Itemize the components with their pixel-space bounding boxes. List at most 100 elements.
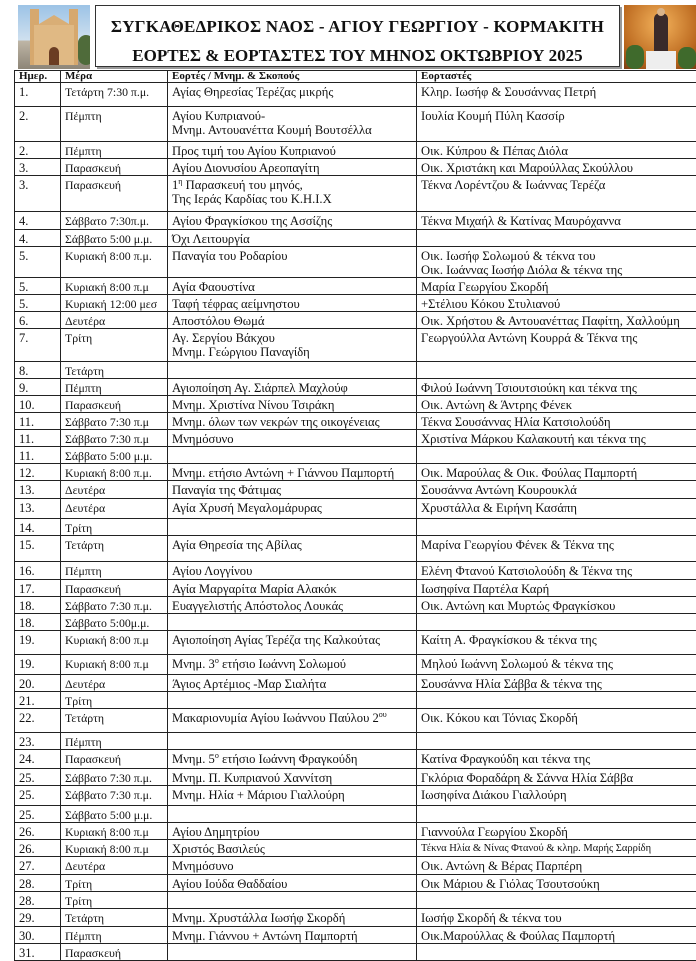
feast-cell: Αγία Φαουστίνα: [168, 278, 417, 295]
celebrants-cell: Τέκνα Ηλία & Νίνας Φτανού & κληρ. Μαρής …: [417, 840, 696, 857]
celebrants-cell: Σουσάννα Αντώνη Κουρουκλά: [417, 481, 696, 499]
feast-line: Αγ. Σεργίου Βάκχου: [172, 331, 412, 345]
day-cell: 16.: [15, 562, 61, 580]
weekday-cell: Πέμπτη: [61, 562, 168, 580]
feast-line: Παναγία της Φάτιμας: [172, 483, 412, 497]
day-cell: 19.: [15, 631, 61, 655]
celebrants-cell: Ιωσήφ Σκορδή & τέκνα του: [417, 909, 696, 927]
feast-line: Μνημ. Π. Κυπριανού Χαννίτση: [172, 771, 412, 785]
celebrants-cell: [417, 944, 696, 961]
table-row: 28.Τρίτη: [15, 892, 696, 909]
celebrants-line: Οικ. Αντώνη και Μυρτώς Φραγκίσκου: [421, 599, 692, 613]
feasts-table: Ημερ. Μέρα Εορτές / Μνημ. & Σκοπούς Εορτ…: [14, 70, 696, 961]
day-cell: 26.: [15, 840, 61, 857]
celebrants-cell: Οικ. Μαρούλας & Οικ. Φούλας Παμπορτή: [417, 464, 696, 481]
feast-line: Μνημ. Ηλία + Μάριου Γιαλλούρη: [172, 788, 412, 802]
celebrants-cell: Ιωσηφίνα Διάκου Γιαλλούρη: [417, 786, 696, 806]
table-row: 5.Κυριακή 8:00 π.μ Αγία Φαουστίνα Μαρία Γ…: [15, 278, 696, 295]
feast-cell: Αγίας Θηρεσίας Τερέζας μικρής: [168, 83, 417, 107]
feast-line: Αγία Θηρεσία της Αβίλας: [172, 538, 412, 552]
day-cell: 23.: [15, 733, 61, 750]
weekday-cell: Σάββατο 7:30 π.μ: [61, 413, 168, 430]
feast-line: Αγία Χρυσή Μεγαλομάρυρας: [172, 501, 412, 515]
feast-cell: Προς τιμή του Αγίου Κυπριανού: [168, 142, 417, 159]
day-cell: 13.: [15, 481, 61, 499]
celebrants-line: +Στέλιου Κόκου Στυλιανού: [421, 297, 692, 311]
feast-line: Προς τιμή του Αγίου Κυπριανού: [172, 144, 412, 158]
celebrants-line: Τέκνα Λορέντζου & Ιωάννας Τερέζα: [421, 178, 692, 192]
weekday-cell: Τρίτη: [61, 875, 168, 892]
celebrants-cell: Οικ. Κύπρου & Πέπας Διόλα: [417, 142, 696, 159]
weekday-cell: Σάββατο 7:30 π.μ: [61, 430, 168, 447]
day-cell: 13.: [15, 499, 61, 519]
celebrants-line: Οικ. Χρήστου & Αντουανέττας Παφίτη, Χαλλ…: [421, 314, 692, 328]
weekday-cell: Τρίτη: [61, 892, 168, 909]
feast-line: Της Ιεράς Καρδίας του Κ.Η.Ι.Χ: [172, 192, 412, 206]
celebrants-line: Ιουλία Κουμή Πύλη Κασσίρ: [421, 109, 692, 123]
feast-cell: Μνημ. Γιάννου + Αντώνη Παμπορτή: [168, 927, 417, 944]
feast-cell: Μνημ. ετήσιο Αντώνη + Γιάννου Παμπορτή: [168, 464, 417, 481]
table-row: 25.Σάββατο 7:30 π.μ.Μνημ. Π. Κυπριανού Χ…: [15, 769, 696, 786]
feast-cell: [168, 692, 417, 709]
column-header-feasts: Εορτές / Μνημ. & Σκοπούς: [168, 71, 417, 83]
celebrants-cell: [417, 692, 696, 709]
day-cell: 15.: [15, 536, 61, 562]
celebrants-line: Καίτη Α. Φραγκίσκου & τέκνα της: [421, 633, 692, 647]
weekday-cell: Παρασκευή: [61, 750, 168, 769]
weekday-cell: Σάββατο 7:30 π.μ.: [61, 786, 168, 806]
celebrants-line: Χριστίνα Μάρκου Καλακουτή και τέκνα της: [421, 432, 692, 446]
feast-cell: Μνημ. Π. Κυπριανού Χαννίτση: [168, 769, 417, 786]
church-photo: [18, 5, 90, 69]
feast-cell: Άγιος Αρτέμιος -Μαρ Σιαλήτα: [168, 675, 417, 692]
celebrants-cell: Γκλόρια Φοραδάρη & Σάννα Ηλία Σάββα: [417, 769, 696, 786]
weekday-cell: Κυριακή 8:00 π.μ.: [61, 464, 168, 481]
feast-cell: Αγία Θηρεσία της Αβίλας: [168, 536, 417, 562]
feast-cell: Ταφή τέφρας αείμνηστου: [168, 295, 417, 312]
feast-cell: Αγία Μαργαρίτα Μαρία Αλακόκ: [168, 580, 417, 597]
weekday-cell: Κυριακή 8:00 π.μ: [61, 278, 168, 295]
celebrants-line: Οικ.Μαρούλλας & Φούλας Παμπορτή: [421, 929, 692, 943]
weekday-cell: Τετάρτη 7:30 π.μ.: [61, 83, 168, 107]
day-cell: 2.: [15, 142, 61, 159]
feast-line: Αγίας Θηρεσίας Τερέζας μικρής: [172, 85, 412, 99]
weekday-cell: Κυριακή 8:00 π.μ: [61, 631, 168, 655]
celebrants-line: Οικ. Μαρούλας & Οικ. Φούλας Παμπορτή: [421, 466, 692, 480]
feast-line: Μνημ. 3ο ετήσιο Ιωάννη Σολωμού: [172, 657, 412, 671]
feast-text: Παρασκευή του μηνός,: [182, 178, 302, 192]
weekday-cell: Τετάρτη: [61, 909, 168, 927]
day-cell: 9.: [15, 379, 61, 396]
celebrants-cell: Γιαννούλα Γεωργίου Σκορδή: [417, 823, 696, 840]
day-cell: 22.: [15, 709, 61, 733]
weekday-cell: Τρίτη: [61, 329, 168, 362]
table-header-row: Ημερ. Μέρα Εορτές / Μνημ. & Σκοπούς Εορτ…: [15, 71, 696, 83]
weekday-cell: Δευτέρα: [61, 857, 168, 875]
celebrants-cell: Ελένη Φτανού Κατσιολούδη & Τέκνα της: [417, 562, 696, 580]
feast-line: Μνημόσυνο: [172, 432, 412, 446]
table-row: 23.Πέμπτη: [15, 733, 696, 750]
day-cell: 5.: [15, 278, 61, 295]
day-cell: 4.: [15, 230, 61, 247]
celebrants-line: Μαρία Γεωργίου Σκορδή: [421, 280, 692, 294]
weekday-cell: Παρασκευή: [61, 159, 168, 176]
feast-cell: Αγία Χρυσή Μεγαλομάρυρας: [168, 499, 417, 519]
celebrants-line: Σουσάννα Ηλία Σάββα & τέκνα της: [421, 677, 692, 691]
feast-line: Ταφή τέφρας αείμνηστου: [172, 297, 412, 311]
celebrants-cell: Οικ. Αντώνη & Βέρας Παρπέρη: [417, 857, 696, 875]
column-header-weekday: Μέρα: [61, 71, 168, 83]
day-cell: 25.: [15, 786, 61, 806]
table-row: 14.Τρίτη: [15, 519, 696, 536]
day-cell: 6.: [15, 312, 61, 329]
weekday-cell: Πέμπτη: [61, 107, 168, 142]
feast-cell: Μνημ. Χρυστάλλα Ιωσήφ Σκορδή: [168, 909, 417, 927]
feast-cell: Χριστός Βασιλεύς: [168, 840, 417, 857]
day-cell: 28.: [15, 892, 61, 909]
celebrants-cell: Οικ. Αντώνη και Μυρτώς Φραγκίσκου: [417, 597, 696, 614]
weekday-cell: Σάββατο 5:00 μ.μ.: [61, 806, 168, 823]
